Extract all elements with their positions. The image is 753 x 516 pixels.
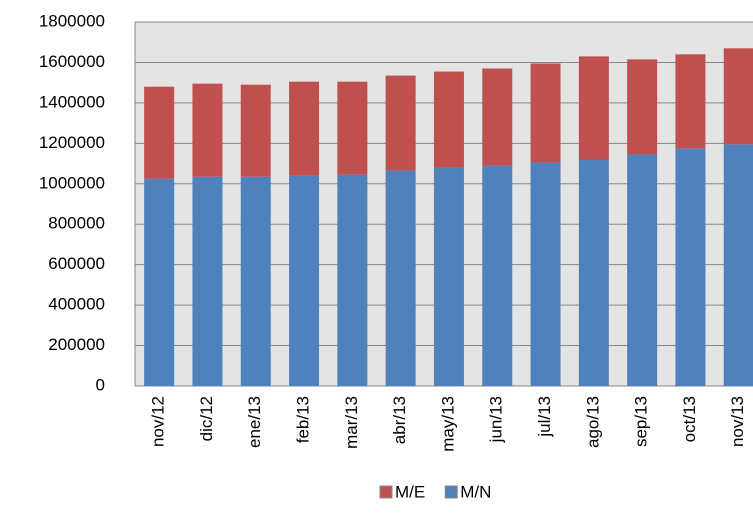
x-tick-label: ago/13 bbox=[583, 396, 602, 448]
bar-segment bbox=[433, 71, 464, 168]
bar-segment bbox=[337, 174, 368, 386]
x-tick-label: nov/12 bbox=[149, 396, 168, 447]
legend-swatch bbox=[379, 485, 393, 499]
y-tick-label: 1000000 bbox=[39, 173, 105, 192]
y-tick-label: 400000 bbox=[48, 295, 105, 314]
bar-segment bbox=[627, 154, 658, 386]
y-tick-label: 600000 bbox=[48, 254, 105, 273]
bar-segment bbox=[337, 81, 368, 175]
x-tick-label: ene/13 bbox=[245, 396, 264, 448]
bar-segment bbox=[144, 86, 175, 179]
bar-segment bbox=[723, 144, 753, 386]
bar-segment bbox=[433, 167, 464, 386]
bar-segment bbox=[144, 178, 175, 386]
y-tick-label: 1600000 bbox=[39, 52, 105, 71]
x-tick-label: feb/13 bbox=[294, 396, 313, 443]
legend-label: M/N bbox=[460, 482, 491, 501]
x-tick-label: jul/13 bbox=[535, 396, 554, 438]
bar-segment bbox=[723, 48, 753, 145]
bar-segment bbox=[289, 81, 320, 176]
bar-segment bbox=[627, 59, 658, 155]
y-tick-label: 1400000 bbox=[39, 92, 105, 111]
legend-label: M/E bbox=[395, 482, 425, 501]
legend-swatch bbox=[444, 485, 458, 499]
bar-segment bbox=[240, 176, 271, 386]
x-tick-label: nov/13 bbox=[728, 396, 747, 447]
x-tick-label: may/13 bbox=[438, 396, 457, 452]
bar-segment bbox=[385, 75, 416, 171]
y-tick-label: 200000 bbox=[48, 335, 105, 354]
bar-segment bbox=[530, 63, 561, 163]
bar-segment bbox=[482, 68, 513, 166]
bar-segment bbox=[482, 165, 513, 386]
y-tick-label: 1800000 bbox=[39, 11, 105, 30]
y-tick-label: 1200000 bbox=[39, 133, 105, 152]
bar-segment bbox=[530, 162, 561, 386]
x-tick-label: mar/13 bbox=[342, 396, 361, 449]
bar-segment bbox=[192, 176, 223, 386]
x-tick-label: jun/13 bbox=[487, 396, 506, 443]
y-tick-label: 800000 bbox=[48, 214, 105, 233]
bar-segment bbox=[289, 175, 320, 386]
bar-segment bbox=[675, 54, 706, 149]
x-tick-label: oct/13 bbox=[680, 396, 699, 442]
bar-segment bbox=[385, 170, 416, 386]
bar-segment bbox=[578, 159, 609, 386]
x-tick-label: abr/13 bbox=[390, 396, 409, 444]
bar-segment bbox=[675, 148, 706, 386]
bar-segment bbox=[192, 83, 223, 177]
bar-segment bbox=[578, 56, 609, 160]
y-tick-label: 0 bbox=[96, 375, 105, 394]
bar-segment bbox=[240, 84, 271, 177]
x-tick-label: dic/12 bbox=[197, 396, 216, 441]
x-tick-label: sep/13 bbox=[632, 396, 651, 447]
